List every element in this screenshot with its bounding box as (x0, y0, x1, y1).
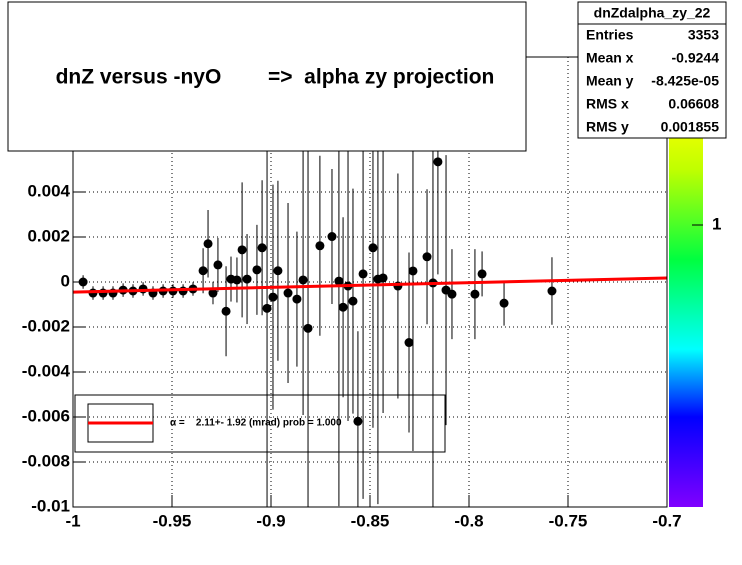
point (338, 302, 348, 312)
point (433, 157, 443, 167)
stats-value: 3353 (688, 27, 719, 43)
point (315, 241, 325, 251)
point (298, 275, 308, 285)
point (353, 416, 363, 426)
y-tick-label: -0.002 (22, 316, 70, 335)
point (408, 266, 418, 276)
point (470, 289, 480, 299)
point (378, 273, 388, 283)
fit-line (73, 276, 667, 294)
plot-area (73, 57, 667, 507)
stats-value: -8.425e-05 (651, 73, 719, 89)
stats-box: dnZdalpha_zy_22 Entries 3353 Mean x -0.9244 M… (577, 1, 727, 139)
point (242, 274, 252, 284)
y-tick-label: -0.004 (22, 361, 71, 380)
point (447, 289, 457, 299)
point (232, 275, 242, 285)
legend: α = 2.11+- 1.92 (mrad) prob = 1.000 (74, 394, 446, 453)
stats-value: 0.001855 (661, 119, 720, 135)
point (303, 323, 313, 333)
point (358, 269, 368, 279)
x-tick-label: -0.8 (454, 511, 483, 530)
point (477, 269, 487, 279)
x-tick-label: -1 (65, 511, 80, 530)
stats-value: -0.9244 (672, 50, 720, 66)
point (198, 266, 208, 276)
chart-title: dnZ versus -nyO => alpha zy projection (56, 66, 495, 89)
y-tick-label: -0.01 (31, 496, 70, 515)
point (334, 276, 344, 286)
point (213, 260, 223, 270)
stats-label: Mean y (586, 73, 634, 89)
point (499, 298, 509, 308)
x-tick-label: -0.95 (153, 511, 192, 530)
stats-value: 0.06608 (668, 96, 719, 112)
y-tick-label: -0.006 (22, 406, 70, 425)
point (422, 252, 432, 262)
point (252, 265, 262, 275)
point (283, 288, 293, 298)
stats-label: Mean x (586, 50, 634, 66)
stats-label: RMS x (586, 96, 629, 112)
y-tick-label: 0 (61, 271, 70, 290)
x-tick-label: -0.75 (549, 511, 588, 530)
y-tick-label: 0.002 (27, 226, 70, 245)
point (268, 292, 278, 302)
point (348, 296, 358, 306)
point (368, 243, 378, 253)
stats-label: Entries (586, 27, 634, 43)
point (237, 245, 247, 255)
point (404, 338, 414, 348)
point (262, 303, 272, 313)
point (208, 288, 218, 298)
y-tick-label: 0.004 (27, 181, 70, 200)
stats-title: dnZdalpha_zy_22 (594, 5, 711, 21)
point (203, 239, 213, 249)
title-box (7, 1, 527, 152)
legend-label: α = 2.11+- 1.92 (mrad) prob = 1.000 (170, 418, 342, 429)
point (257, 243, 267, 253)
y-tick-label: -0.008 (22, 451, 70, 470)
point (547, 286, 557, 296)
z-tick-label: 1 (712, 214, 721, 233)
stats-label: RMS y (586, 119, 629, 135)
x-tick-label: -0.9 (256, 511, 285, 530)
x-tick-label: -0.85 (351, 511, 390, 530)
point (273, 266, 283, 276)
point (292, 294, 302, 304)
x-tick-label: -0.7 (652, 511, 681, 530)
point (327, 232, 337, 242)
point (221, 306, 231, 316)
